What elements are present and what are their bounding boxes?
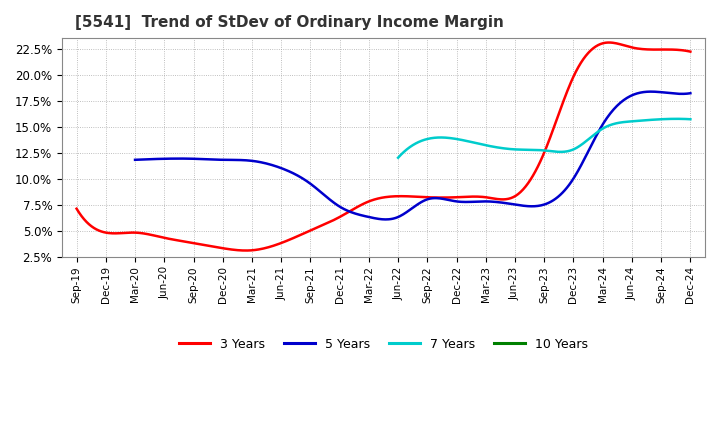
7 Years	[534, 147, 543, 153]
3 Years	[605, 40, 613, 45]
3 Years	[369, 197, 377, 202]
5 Years	[462, 199, 471, 205]
7 Years	[680, 116, 688, 121]
5 Years	[131, 157, 140, 162]
7 Years	[533, 147, 541, 153]
5 Years	[432, 195, 441, 201]
5 Years	[675, 91, 683, 96]
7 Years	[568, 147, 577, 153]
7 Years	[394, 155, 402, 160]
5 Years	[395, 213, 404, 219]
7 Years	[672, 116, 681, 121]
Text: [5541]  Trend of StDev of Ordinary Income Margin: [5541] Trend of StDev of Ordinary Income…	[75, 15, 504, 30]
5 Years	[381, 217, 390, 222]
7 Years	[686, 117, 695, 122]
5 Years	[686, 91, 695, 96]
3 Years	[72, 206, 81, 211]
7 Years	[634, 118, 642, 124]
5 Years	[399, 212, 408, 217]
3 Years	[242, 248, 251, 253]
3 Years	[438, 195, 447, 200]
Line: 3 Years: 3 Years	[76, 43, 690, 250]
Legend: 3 Years, 5 Years, 7 Years, 10 Years: 3 Years, 5 Years, 7 Years, 10 Years	[174, 333, 593, 356]
3 Years	[686, 49, 695, 54]
3 Years	[365, 198, 374, 204]
3 Years	[577, 60, 585, 66]
Line: 5 Years: 5 Years	[135, 92, 690, 220]
7 Years	[552, 149, 561, 154]
5 Years	[647, 89, 656, 94]
3 Years	[674, 47, 683, 52]
Line: 7 Years: 7 Years	[398, 119, 690, 158]
5 Years	[587, 143, 595, 148]
3 Years	[405, 194, 414, 199]
